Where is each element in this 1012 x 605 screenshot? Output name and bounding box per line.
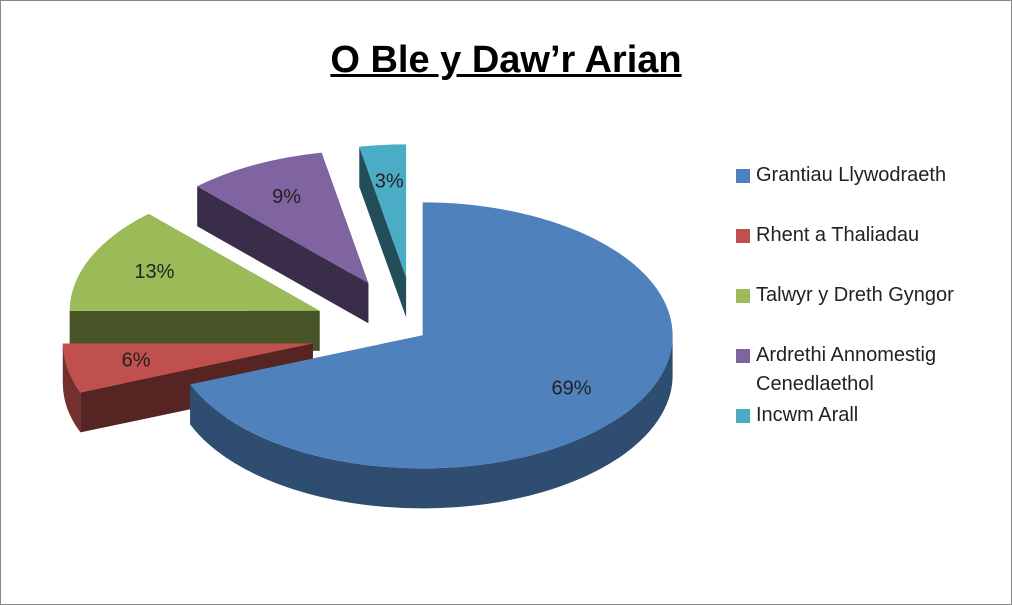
legend-label: Incwm Arall bbox=[756, 404, 859, 426]
legend-label: Grantiau Llywodraeth bbox=[756, 164, 947, 186]
data-label: 9% bbox=[272, 186, 301, 208]
slice-top bbox=[62, 343, 313, 393]
slice bbox=[69, 213, 320, 351]
legend-item: Rhent a Thaliadau bbox=[736, 221, 1006, 281]
legend-swatch bbox=[736, 409, 750, 423]
data-label: 6% bbox=[122, 350, 151, 372]
legend-swatch bbox=[736, 289, 750, 303]
legend-swatch bbox=[736, 229, 750, 243]
legend-item: Ardrethi Annomestig Cenedlaethol bbox=[736, 341, 1006, 401]
legend-item: Grantiau Llywodraeth bbox=[736, 161, 1006, 221]
data-label: 69% bbox=[551, 377, 591, 399]
legend-label: Talwyr y Dreth Gyngor bbox=[756, 284, 954, 306]
chart-title: O Ble y Daw’r Arian bbox=[330, 39, 682, 81]
slice-top bbox=[359, 144, 407, 278]
legend: Grantiau Llywodraeth Rhent a Thaliadau Tal… bbox=[736, 161, 1006, 461]
slice bbox=[190, 202, 673, 509]
data-label: 3% bbox=[375, 170, 404, 192]
slice bbox=[359, 144, 407, 318]
legend-item: Talwyr y Dreth Gyngor bbox=[736, 281, 1006, 341]
data-label: 13% bbox=[134, 261, 174, 283]
slice-wall bbox=[62, 343, 81, 433]
legend-item: Incwm Arall bbox=[736, 401, 1006, 461]
slice-side bbox=[69, 310, 320, 351]
slice-side bbox=[359, 146, 407, 318]
slice bbox=[197, 152, 369, 324]
slice-top bbox=[69, 213, 320, 311]
slice-top bbox=[190, 202, 673, 469]
slice-wall bbox=[190, 335, 673, 509]
legend-label: Rhent a Thaliadau bbox=[756, 224, 920, 246]
legend-swatch bbox=[736, 169, 750, 183]
legend-swatch bbox=[736, 349, 750, 363]
slice-side bbox=[197, 186, 369, 324]
legend-label: Ardrethi Annomestig Cenedlaethol bbox=[756, 344, 937, 395]
slice-top bbox=[197, 152, 369, 284]
